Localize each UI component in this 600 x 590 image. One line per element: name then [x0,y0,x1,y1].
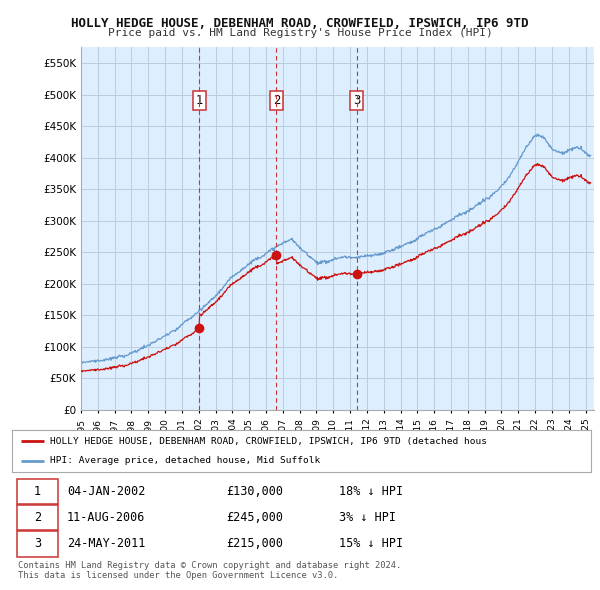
Text: 3: 3 [353,94,361,107]
Text: 3: 3 [34,537,41,550]
FancyBboxPatch shape [17,531,58,556]
Text: 18% ↓ HPI: 18% ↓ HPI [339,485,403,498]
Text: 15% ↓ HPI: 15% ↓ HPI [339,537,403,550]
Text: 11-AUG-2006: 11-AUG-2006 [67,511,145,524]
Text: 2: 2 [34,511,41,524]
Text: 2: 2 [272,94,280,107]
Text: 1: 1 [196,94,203,107]
FancyBboxPatch shape [17,505,58,530]
Text: Contains HM Land Registry data © Crown copyright and database right 2024.
This d: Contains HM Land Registry data © Crown c… [18,560,401,580]
Text: £130,000: £130,000 [226,485,283,498]
Text: £215,000: £215,000 [226,537,283,550]
Text: 24-MAY-2011: 24-MAY-2011 [67,537,145,550]
Text: 3% ↓ HPI: 3% ↓ HPI [339,511,396,524]
FancyBboxPatch shape [17,478,58,504]
Text: HOLLY HEDGE HOUSE, DEBENHAM ROAD, CROWFIELD, IPSWICH, IP6 9TD (detached hous: HOLLY HEDGE HOUSE, DEBENHAM ROAD, CROWFI… [50,437,487,446]
Text: Price paid vs. HM Land Registry's House Price Index (HPI): Price paid vs. HM Land Registry's House … [107,28,493,38]
Text: £245,000: £245,000 [226,511,283,524]
Text: HPI: Average price, detached house, Mid Suffolk: HPI: Average price, detached house, Mid … [50,457,320,466]
Text: 1: 1 [34,485,41,498]
Text: 04-JAN-2002: 04-JAN-2002 [67,485,145,498]
Text: HOLLY HEDGE HOUSE, DEBENHAM ROAD, CROWFIELD, IPSWICH, IP6 9TD: HOLLY HEDGE HOUSE, DEBENHAM ROAD, CROWFI… [71,17,529,30]
